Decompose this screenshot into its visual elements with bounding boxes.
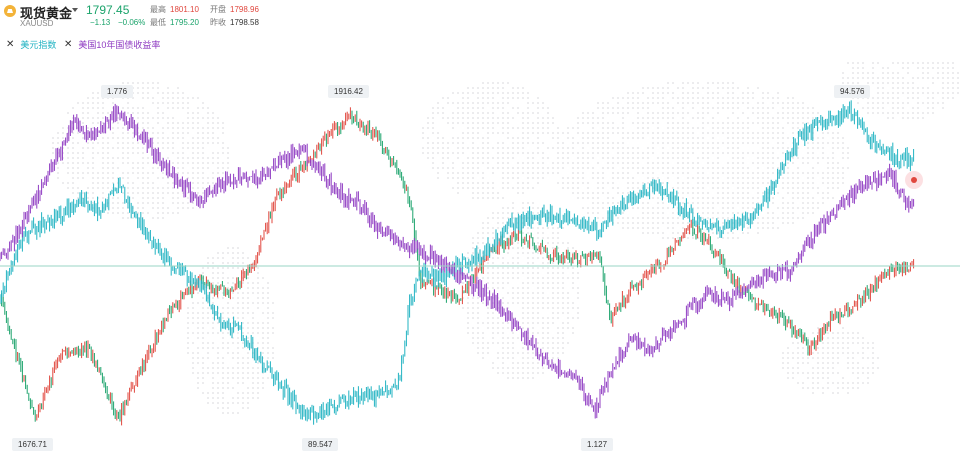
symbol-code: XAUUSD [20, 19, 54, 28]
close-icon[interactable]: ✕ [64, 39, 73, 50]
annotation-yield-low: 1.127 [581, 438, 614, 451]
annotation-gold-low: 1676.71 [12, 438, 53, 451]
annotation-gold-high: 1916.42 [328, 85, 369, 98]
stat-open: 开盘 1798.96 [210, 4, 259, 15]
stat-low-label: 最低 [150, 18, 166, 27]
stat-high-label: 最高 [150, 5, 166, 14]
price-change: −1.13 [90, 18, 111, 27]
stat-high-value: 1801.10 [170, 5, 199, 14]
legend-label-dollar-index: 美元指数 [20, 40, 57, 50]
treasury-yield-series [0, 103, 915, 419]
price-change-percent: −0.06% [118, 18, 146, 27]
stat-open-label: 开盘 [210, 5, 226, 14]
annotation-usd-high: 94.576 [834, 85, 871, 98]
symbol-name[interactable]: 现货黄金 [20, 6, 73, 21]
stat-prev-close-label: 昨收 [210, 18, 226, 27]
current-price: 1797.45 [86, 3, 130, 17]
annotation-yield-high: 1.776 [101, 85, 134, 98]
legend-item-treasury-yield: ✕ 美国10年国债收益率 [64, 38, 160, 51]
last-price-dot [911, 177, 917, 183]
stat-high: 最高 1801.10 [150, 4, 199, 15]
stat-low: 最低 1795.20 [150, 17, 199, 28]
stat-open-value: 1798.96 [230, 5, 259, 14]
gold-ingot-icon [4, 5, 16, 17]
stat-prev-close: 昨收 1798.58 [210, 17, 259, 28]
stat-prev-close-value: 1798.58 [230, 18, 259, 27]
annotation-usd-low: 89.547 [302, 438, 339, 451]
legend-label-treasury-yield: 美国10年国债收益率 [78, 40, 161, 50]
stat-low-value: 1795.20 [170, 18, 199, 27]
caret-down-icon[interactable] [72, 8, 78, 12]
close-icon[interactable]: ✕ [6, 39, 15, 50]
dollar-index-series [0, 100, 915, 425]
legend-item-dollar-index: ✕ 美元指数 [6, 38, 56, 51]
